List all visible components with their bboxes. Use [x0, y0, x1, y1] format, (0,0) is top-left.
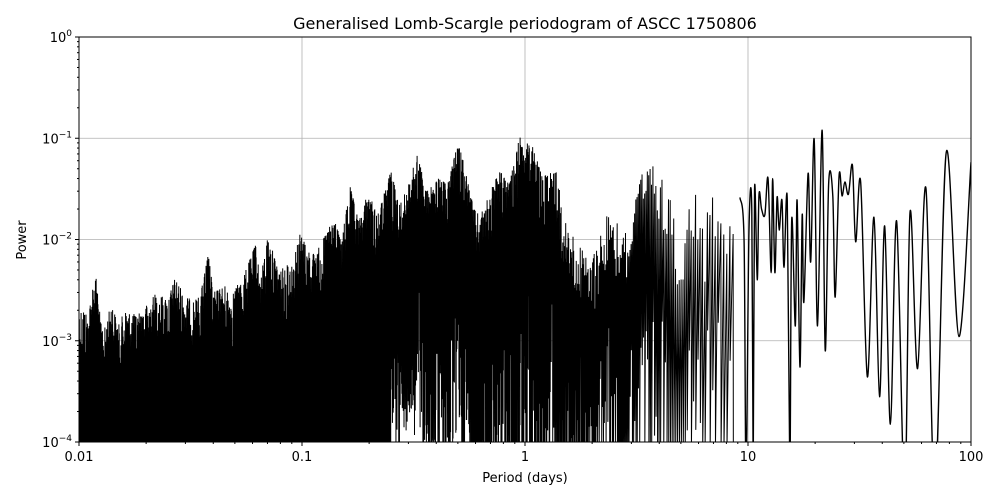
- y-tick-label: 10−3: [42, 333, 72, 350]
- ticks: [75, 36, 972, 446]
- y-tick-label: 10−4: [42, 434, 72, 451]
- y-tick-base: 10: [42, 132, 59, 147]
- y-tick-base: 10: [42, 436, 59, 451]
- y-tick-base: 10: [50, 31, 67, 46]
- x-tick-labels: 0.01 0.1 1 10 100: [65, 450, 984, 465]
- y-tick-exponent: −2: [59, 232, 72, 242]
- y-tick-exponent: −3: [59, 333, 72, 343]
- x-tick-label: 100: [959, 450, 984, 465]
- periodogram-resolved-line: [739, 129, 971, 442]
- y-axis-label: Power: [15, 220, 30, 260]
- y-tick-exponent: 0: [66, 29, 72, 39]
- series-group: [79, 129, 971, 442]
- x-axis-label: Period (days): [482, 471, 568, 486]
- y-tick-exponent: −1: [59, 130, 72, 140]
- y-tick-label: 10−2: [42, 232, 72, 249]
- y-tick-exponent: −4: [59, 434, 73, 444]
- y-tick-base: 10: [42, 335, 59, 350]
- periodogram-dense-line: [79, 137, 734, 442]
- chart-title: Generalised Lomb-Scargle periodogram of …: [293, 14, 757, 33]
- y-tick-label: 100: [50, 29, 73, 46]
- y-tick-base: 10: [42, 234, 59, 249]
- x-tick-label: 10: [740, 450, 757, 465]
- x-tick-label: 0.1: [292, 450, 313, 465]
- x-tick-label: 1: [521, 450, 529, 465]
- x-tick-label: 0.01: [65, 450, 94, 465]
- y-tick-label: 10−1: [42, 130, 72, 147]
